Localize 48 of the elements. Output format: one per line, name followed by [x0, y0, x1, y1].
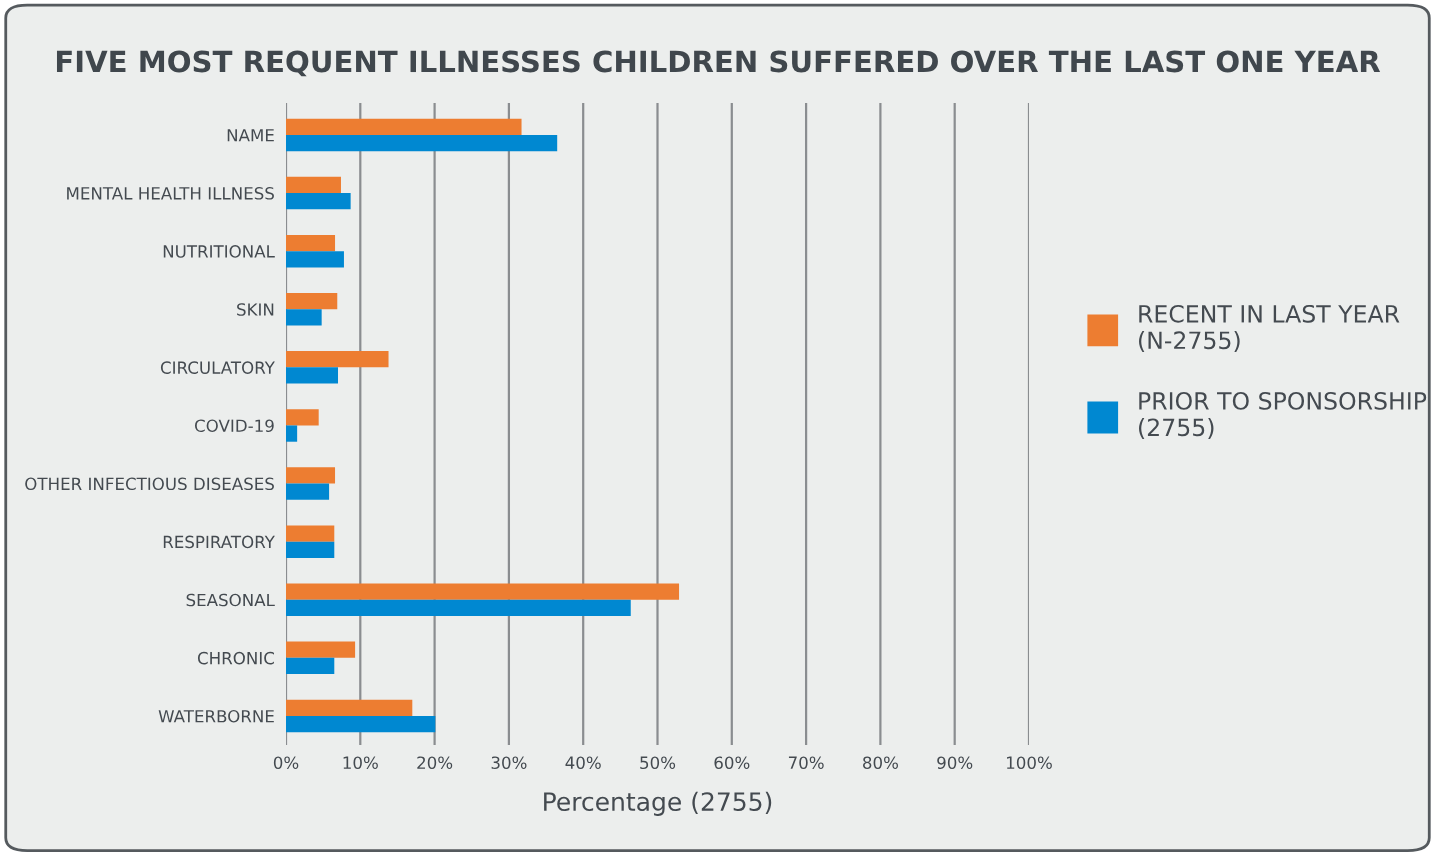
x-tick-label: 50%	[640, 756, 676, 770]
x-tick-label: 10%	[343, 756, 378, 770]
bar	[286, 467, 336, 484]
bar	[286, 193, 351, 210]
x-tick-label: 80%	[863, 756, 898, 770]
bar	[286, 599, 631, 617]
bar	[286, 367, 339, 384]
x-axis-title: Percentage (2755)	[544, 791, 772, 816]
bar	[286, 525, 335, 542]
bar	[286, 409, 319, 426]
y-tick-label: SEASONAL	[186, 593, 275, 607]
chart-title: FIVE MOST REQUENT ILLNESSES CHILDREN SUFFERED OVER THE LAST ONE YEAR	[56, 50, 1381, 77]
legend-label: RECENT IN LAST YEAR (N-2755)	[1139, 304, 1400, 352]
y-tick-label: CHRONIC	[197, 651, 274, 665]
y-tick-label: WATERBORNE	[158, 709, 274, 723]
bar	[286, 176, 341, 194]
x-tick-label: 70%	[788, 756, 824, 770]
x-tick-label: 90%	[937, 756, 973, 770]
bar	[286, 715, 436, 733]
legend-label: PRIOR TO SPONSORSHIP (2755)	[1139, 391, 1427, 440]
bar	[286, 118, 522, 135]
bar	[286, 309, 322, 326]
y-tick-label: CIRCULATORY	[160, 361, 275, 374]
x-tick-label: 40%	[565, 756, 601, 770]
bar	[286, 251, 344, 268]
y-tick-label: SKIN	[237, 303, 274, 316]
bar	[286, 541, 335, 558]
y-tick-label: MENTAL HEALTH ILLNESS	[67, 187, 274, 200]
bar	[286, 483, 330, 500]
bar	[286, 657, 335, 675]
x-tick-label: 30%	[491, 756, 527, 770]
bar	[286, 351, 389, 368]
bar	[286, 234, 336, 252]
bar	[286, 641, 356, 658]
x-tick-label: 0%	[273, 756, 299, 770]
y-tick-label: OTHER INFECTIOUS DISEASES	[25, 477, 274, 491]
x-tick-label: 60%	[714, 756, 750, 770]
y-tick-label: NAME	[227, 129, 274, 142]
x-tick-label: 20%	[417, 756, 453, 770]
bar	[286, 583, 680, 600]
y-tick-label: RESPIRATORY	[163, 535, 275, 549]
y-tick-label: COVID-19	[194, 419, 274, 433]
bar	[286, 134, 558, 152]
bar	[286, 292, 338, 310]
bar	[286, 425, 298, 442]
y-tick-label: NUTRITIONAL	[163, 245, 275, 258]
x-tick-label: 100%	[1007, 756, 1052, 770]
bar	[286, 699, 413, 716]
